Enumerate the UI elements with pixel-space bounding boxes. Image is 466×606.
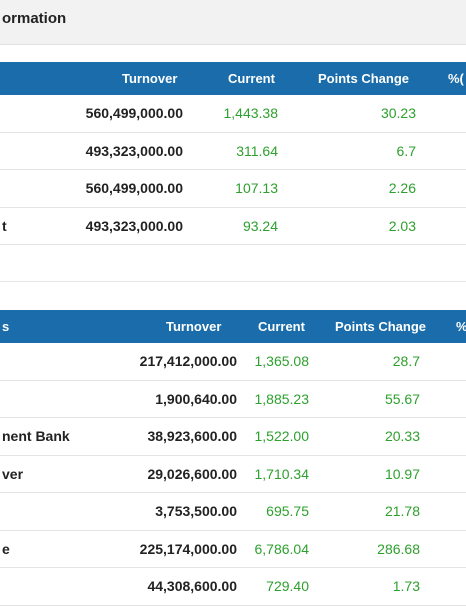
stocks-table: s Turnover Current Points Change % 217,4… [0, 310, 466, 606]
table-row[interactable]: 493,323,000.00 311.64 6.7 [0, 133, 466, 170]
row-points-change: 286.68 [377, 540, 420, 557]
row-points-change: 2.26 [388, 180, 416, 196]
row-turnover: 560,499,000.00 [85, 180, 183, 196]
column-header-percent[interactable]: %( [448, 71, 464, 86]
table-row[interactable]: 1,900,640.00 1,885.23 55.67 [0, 381, 466, 418]
row-turnover: 493,323,000.00 [85, 217, 183, 234]
row-points-change: 55.67 [384, 390, 420, 407]
row-turnover: 217,412,000.00 [139, 353, 237, 369]
row-current: 311.64 [236, 142, 278, 159]
column-header-name[interactable]: s [2, 319, 10, 334]
section-header: ormation [0, 0, 466, 45]
table-row[interactable]: 217,412,000.00 1,365.08 28.7 [0, 343, 466, 381]
table-row[interactable]: nent Bank 38,923,600.00 1,522.00 20.33 [0, 418, 466, 456]
row-name: e [2, 540, 10, 557]
row-turnover: 1,900,640.00 [155, 390, 237, 407]
column-header-percent[interactable]: % [456, 319, 466, 334]
row-current: 107.13 [235, 180, 278, 196]
table-header: s Turnover Current Points Change % [0, 310, 466, 343]
row-turnover: 29,026,600.00 [147, 465, 237, 482]
column-header-points-change[interactable]: Points Change [335, 319, 427, 334]
row-points-change: 30.23 [380, 105, 416, 121]
row-points-change: 21.78 [384, 503, 420, 519]
row-points-change: 2.03 [388, 217, 416, 234]
section-divider [0, 281, 466, 282]
table-header: Turnover Current Points Change %( [0, 62, 466, 95]
row-current: 1,710.34 [254, 465, 310, 482]
row-turnover: 225,174,000.00 [139, 540, 237, 557]
row-turnover: 493,323,000.00 [85, 142, 183, 159]
row-turnover: 44,308,600.00 [147, 578, 237, 594]
row-points-change: 10.97 [384, 465, 420, 482]
column-header-current[interactable]: Current [258, 319, 305, 334]
row-points-change: 6.7 [396, 142, 416, 159]
table-row[interactable]: ver 29,026,600.00 1,710.34 10.97 [0, 456, 466, 493]
row-current: 729.40 [266, 578, 309, 594]
row-points-change: 28.7 [392, 353, 420, 369]
column-header-current[interactable]: Current [228, 71, 275, 86]
table-row[interactable]: 560,499,000.00 107.13 2.26 [0, 170, 466, 208]
row-name: nent Bank [2, 428, 70, 444]
row-name: t [2, 217, 7, 234]
row-current: 1,365.08 [254, 353, 310, 369]
row-points-change: 20.33 [384, 428, 420, 444]
row-current: 1,443.38 [223, 105, 279, 121]
row-turnover: 38,923,600.00 [147, 428, 237, 444]
indices-table: Turnover Current Points Change %( 560,49… [0, 62, 466, 245]
table-row[interactable]: 560,499,000.00 1,443.38 30.23 [0, 95, 466, 133]
section-title: ormation [2, 10, 67, 27]
column-header-turnover[interactable]: Turnover [122, 71, 178, 86]
row-points-change: 1.73 [392, 578, 420, 594]
row-turnover: 3,753,500.00 [155, 503, 237, 519]
table-row[interactable]: e 225,174,000.00 6,786.04 286.68 [0, 531, 466, 568]
row-current: 695.75 [266, 503, 309, 519]
column-header-points-change[interactable]: Points Change [318, 71, 410, 86]
row-current: 1,885.23 [254, 390, 310, 407]
table-row[interactable]: 3,753,500.00 695.75 21.78 [0, 493, 466, 531]
row-current: 6,786.04 [254, 540, 310, 557]
row-name: ver [2, 465, 24, 482]
table-row[interactable]: t 493,323,000.00 93.24 2.03 [0, 208, 466, 245]
row-current: 1,522.00 [254, 428, 310, 444]
column-header-turnover[interactable]: Turnover [166, 319, 222, 334]
row-current: 93.24 [242, 217, 278, 234]
row-turnover: 560,499,000.00 [85, 105, 183, 121]
